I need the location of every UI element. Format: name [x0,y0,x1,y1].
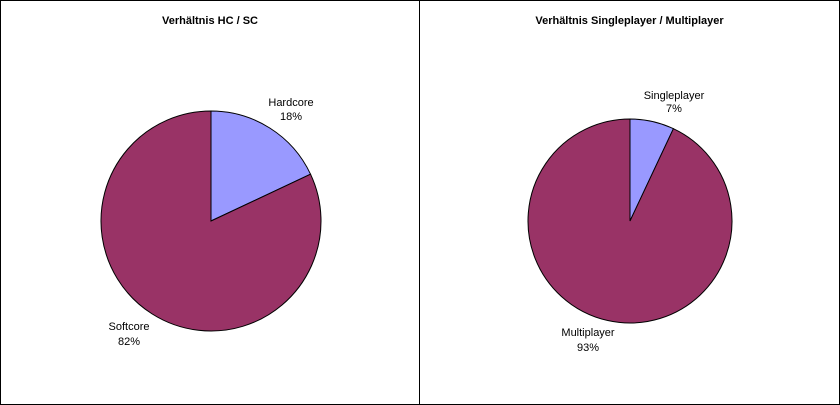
slice-label-singleplayer: Singleplayer [644,90,705,102]
pie-slice-multiplayer [527,118,733,324]
slice-percent-softcore: 82% [118,336,140,348]
slice-percent-singleplayer: 7% [666,103,682,115]
chart-title: Verhältnis Singleplayer / Multiplayer [535,15,724,27]
slice-label-softcore: Softcore [109,321,150,333]
pie-chart-hc-sc: Hardcore 18% Softcore 82% [100,97,322,348]
chart-panel-singleplayer-multiplayer: Verhältnis Singleplayer / Multiplayer Si… [420,0,840,405]
pie-slices [527,118,733,324]
slice-label-hardcore: Hardcore [268,97,313,109]
chart-title: Verhältnis HC / SC [162,15,258,27]
slice-percent-multiplayer: 93% [577,342,599,354]
pie-slices [100,110,322,332]
pie-chart-singleplayer-multiplayer: Singleplayer 7% Multiplayer 93% [527,90,733,354]
chart-panel-hc-sc: Verhältnis HC / SC Hardcore 18% Softcore… [0,0,420,405]
slice-label-multiplayer: Multiplayer [561,327,615,339]
pie-slice-hardcore [210,110,312,222]
slice-percent-hardcore: 18% [280,111,302,123]
pie-slice-softcore [100,110,322,332]
